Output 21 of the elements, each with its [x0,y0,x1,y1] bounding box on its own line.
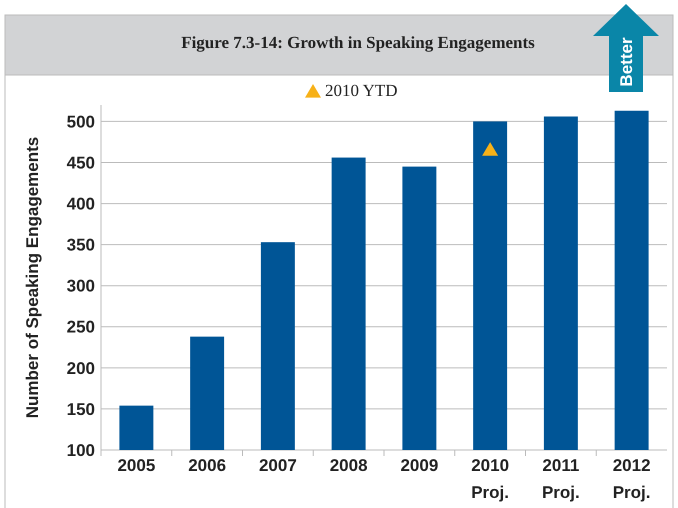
x-tick-label: 2010 Proj. [471,456,510,502]
y-tick-label: 100 [66,440,95,460]
y-tick-label: 250 [66,318,95,337]
y-axis-title: Number of Speaking Engagements [23,136,42,418]
x-tick-label: 2007 [258,456,297,475]
x-tick-label: 2009 [400,456,438,475]
y-tick-label: 500 [66,112,95,132]
y-tick-label: 450 [66,153,95,172]
y-tick-label: 350 [66,236,95,255]
text: Better [617,37,636,87]
y-tick-label: 150 [66,400,95,419]
y-tick-label: 400 [66,194,95,214]
x-tick-label: 2011 Proj. [542,456,580,502]
x-tick-label: 2012 Proj. [612,456,651,502]
y-tick-label: 200 [66,358,95,378]
x-tick-label: 2006 [188,456,226,475]
legend-label: 2010 YTD [325,81,398,100]
x-tick-label: 2005 [117,456,156,475]
chart-title: Figure 7.3-14: Growth in Speaking Engagements [181,33,536,52]
x-tick-label: 2008 [330,456,368,475]
y-tick-label: 300 [66,276,95,296]
